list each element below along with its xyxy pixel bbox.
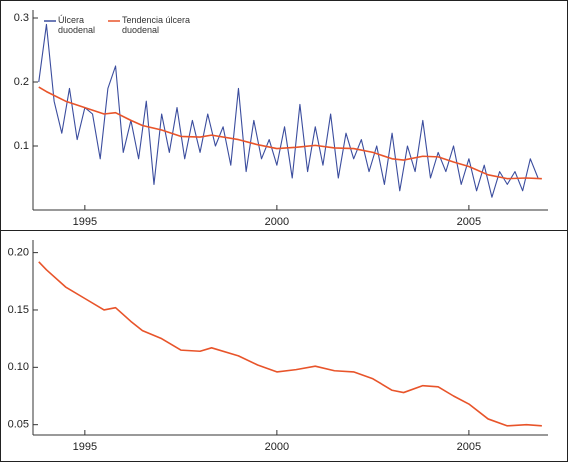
x-tick-label: 2000 (265, 441, 289, 453)
series-line (38, 23, 539, 198)
legend-label: Tendencia úlcera duodenal (122, 15, 191, 35)
series-line (38, 86, 542, 180)
legend-label: Úlcera duodenal (58, 15, 96, 35)
x-tick-label: 2005 (457, 216, 481, 228)
y-tick-label: 0.1 (14, 140, 29, 152)
y-tick-label: 0.20 (8, 247, 29, 259)
y-tick-label: 0.15 (8, 304, 29, 316)
y-tick-label: 0.2 (14, 76, 29, 88)
x-tick-label: 1995 (73, 216, 97, 228)
x-tick-label: 1995 (73, 441, 97, 453)
y-tick-label: 0.05 (8, 419, 29, 431)
x-tick-label: 2005 (457, 441, 481, 453)
x-tick-label: 2000 (265, 216, 289, 228)
y-tick-label: 0.10 (8, 361, 29, 373)
series-line (38, 261, 542, 427)
y-tick-label: 0.3 (14, 12, 29, 24)
